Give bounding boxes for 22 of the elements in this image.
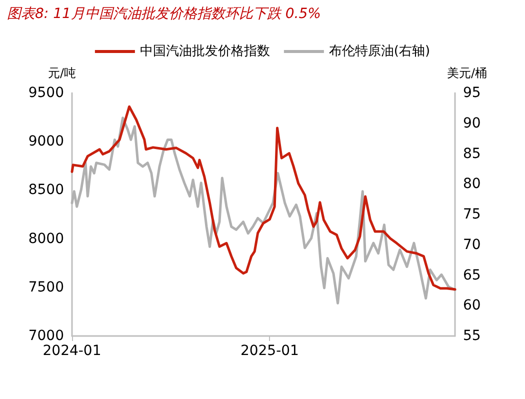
y2-tick-label: 90 [463, 115, 481, 132]
legend-label: 中国汽油批发价格指数 [140, 44, 270, 59]
legend-label: 布伦特原油(右轴) [328, 44, 430, 59]
y-tick-label: 7500 [28, 279, 64, 296]
y-axis-title: 元/吨 [48, 66, 76, 80]
y2-tick-label: 55 [463, 328, 481, 344]
y-tick-label: 9500 [28, 85, 64, 101]
y2-tick-label: 65 [463, 267, 481, 284]
chart-title: 图表8: 11月中国汽油批发价格指数环比下跌 0.5% [7, 6, 321, 22]
x-tick-label: 2024-01 [42, 343, 102, 359]
y-tick-label: 8000 [28, 230, 64, 247]
y2-tick-label: 95 [463, 85, 481, 101]
y2-axis-title: 美元/桶 [447, 66, 488, 80]
y2-tick-label: 60 [463, 298, 481, 314]
y2-tick-label: 75 [463, 206, 481, 222]
y-tick-label: 9000 [28, 134, 64, 150]
y-tick-label: 8500 [28, 182, 64, 198]
y2-tick-label: 85 [463, 146, 481, 162]
y-tick-label: 7000 [28, 328, 64, 344]
y2-tick-label: 80 [463, 176, 481, 192]
x-tick-label: 2025-01 [240, 343, 299, 359]
y2-tick-label: 70 [463, 236, 481, 253]
